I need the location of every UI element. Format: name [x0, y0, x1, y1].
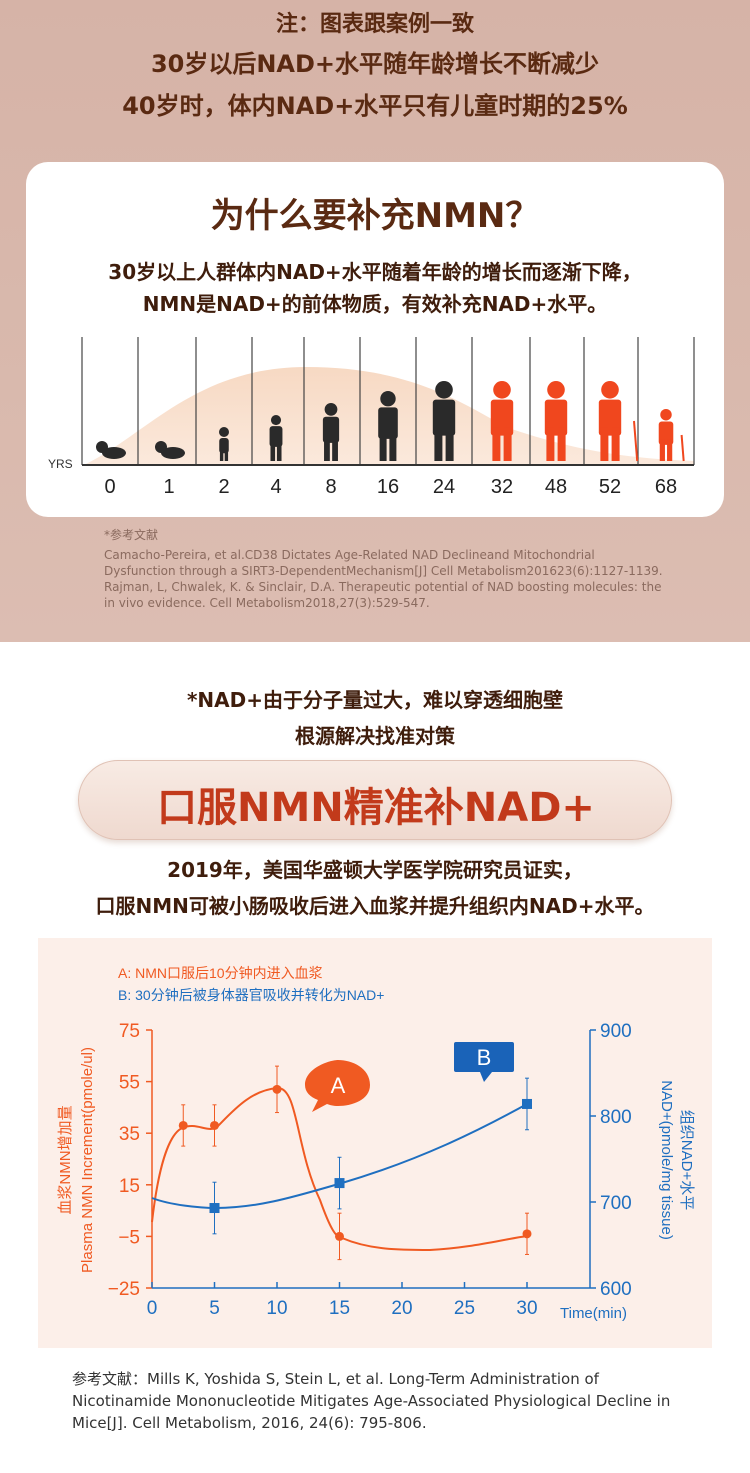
- elder-silhouette-icon: [598, 381, 639, 462]
- header-note: 注：图表跟案例一致: [275, 12, 474, 37]
- header-line1: 30岁以后NAD+水平随年龄增长不断减少: [150, 50, 600, 78]
- study-line-2: 口服NMN可被小肠吸收后进入血浆并提升组织内NAD+水平。: [95, 894, 655, 918]
- headline-text: 口服NMN精准补NAD+: [157, 785, 595, 831]
- series-b-line: [151, 1103, 528, 1210]
- note-line-1: *NAD+由于分子量过大，难以穿透细胞壁: [186, 688, 564, 712]
- right-tick-label: 600: [600, 1279, 632, 1300]
- left-axis-title-cn: 血浆NMN增加量: [56, 1105, 74, 1214]
- person-silhouette-icon: [432, 381, 456, 461]
- left-tick-label: −25: [108, 1279, 140, 1300]
- left-tick-label: 75: [119, 1021, 140, 1042]
- series-b-point: [522, 1098, 532, 1109]
- x-tick-label: 15: [329, 1298, 350, 1319]
- bottom-reference: 参考文献：Mills K, Yoshida S, Stein L, et al.…: [72, 1370, 671, 1432]
- x-tick-label: 25: [454, 1298, 475, 1319]
- series-a-point: [522, 1229, 532, 1239]
- elder-silhouette-icon: [544, 381, 568, 461]
- right-tick-label: 900: [600, 1021, 632, 1042]
- study-line-1: 2019年，美国华盛顿大学医学院研究员证实，: [167, 858, 583, 882]
- elder-silhouette-icon: [490, 381, 514, 461]
- references-text: Camacho-Pereira, et al.CD38 Dictates Age…: [104, 548, 663, 610]
- series-a-point: [210, 1120, 219, 1130]
- person-silhouette-icon: [219, 427, 229, 461]
- series-b-point: [209, 1203, 220, 1214]
- x-tick-label: 10: [266, 1298, 287, 1319]
- svg-text:B: B: [477, 1045, 492, 1070]
- age-label: 68: [655, 476, 677, 498]
- legend-b: B: 30分钟后被身体器官吸收并转化为NAD+: [118, 987, 384, 1003]
- age-label: 48: [545, 476, 567, 498]
- series-b-point: [334, 1178, 345, 1189]
- card-title: 为什么要补充NMN？: [210, 196, 540, 236]
- left-tick-label: 15: [119, 1176, 140, 1197]
- age-label: 52: [599, 476, 621, 498]
- x-tick-label: 0: [147, 1298, 158, 1319]
- left-tick-label: 55: [119, 1073, 140, 1094]
- right-axis-title-en: NAD+(pmole/mg tissue): [658, 1080, 675, 1240]
- person-silhouette-icon: [322, 403, 340, 461]
- right-tick-label: 800: [600, 1107, 632, 1128]
- legend-a: A: NMN口服后10分钟内进入血浆: [118, 965, 323, 981]
- left-axis-title-en: Plasma NMN Increment(pmole/ul): [79, 1047, 96, 1273]
- age-label: 32: [491, 476, 513, 498]
- chart-background: [38, 938, 712, 1348]
- person-silhouette-icon: [96, 441, 126, 459]
- age-label: 2: [218, 476, 229, 498]
- yrs-label: YRS: [48, 457, 73, 471]
- age-label: 1: [163, 476, 174, 498]
- card-desc-2: NMN是NAD+的前体物质，有效补充NAD+水平。: [142, 292, 608, 316]
- references: *参考文献 Camacho-Pereira, et al.CD38 Dictat…: [104, 527, 664, 611]
- right-tick-label: 700: [600, 1193, 632, 1214]
- why-nmn-card: 为什么要补充NMN？ 30岁以上人群体内NAD+水平随着年龄的增长而逐渐下降， …: [26, 162, 724, 517]
- elder-silhouette-icon: [658, 409, 685, 462]
- age-label: 4: [270, 476, 281, 498]
- x-tick-label: 5: [209, 1298, 220, 1319]
- age-label: 16: [377, 476, 399, 498]
- right-axis-title-cn: 组织NAD+水平: [678, 1110, 695, 1210]
- header-line2: 40岁时，体内NAD+水平只有儿童时期的25%: [122, 92, 628, 120]
- age-label: 0: [104, 476, 115, 498]
- age-label: 8: [325, 476, 336, 498]
- nmn-nad-chart: A: NMN口服后10分钟内进入血浆 B: 30分钟后被身体器官吸收并转化为NA…: [56, 965, 695, 1322]
- series-a-point: [335, 1231, 344, 1241]
- person-silhouette-icon: [378, 391, 398, 461]
- person-silhouette-icon: [155, 441, 185, 459]
- card-desc-1: 30岁以上人群体内NAD+水平随着年龄的增长而逐渐下降，: [108, 260, 642, 284]
- age-timeline: YRS 0 1 2 4 8 16 24 32 48 52 68: [48, 337, 695, 498]
- left-tick-label: 35: [119, 1124, 140, 1145]
- callout-b: B: [454, 1042, 514, 1082]
- x-axis-title: Time(min): [560, 1305, 627, 1322]
- person-silhouette-icon: [269, 415, 283, 461]
- series-a-point: [272, 1084, 282, 1094]
- x-tick-label: 30: [516, 1298, 537, 1319]
- x-tick-label: 20: [391, 1298, 412, 1319]
- references-heading: *参考文献: [104, 528, 159, 542]
- age-label: 24: [433, 476, 455, 498]
- note-line-2: 根源解决找准对策: [295, 724, 455, 748]
- svg-text:A: A: [331, 1073, 346, 1098]
- left-tick-label: −5: [118, 1227, 140, 1248]
- callout-a: A: [305, 1060, 370, 1112]
- headline-pill: 口服NMN精准补NAD+: [78, 760, 672, 840]
- series-a-point: [178, 1120, 188, 1130]
